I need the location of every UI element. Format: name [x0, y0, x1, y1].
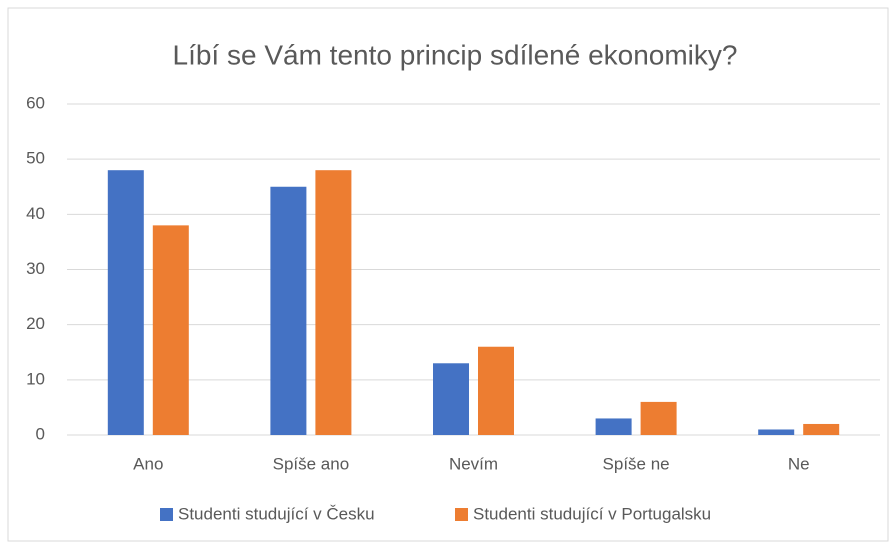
- legend-label: Studenti studující v Portugalsku: [473, 504, 711, 523]
- legend-swatch: [160, 508, 173, 521]
- y-tick-label: 0: [36, 424, 45, 443]
- y-tick-label: 60: [26, 93, 45, 112]
- x-tick-label: Spíše ne: [603, 454, 670, 473]
- x-tick-label: Ano: [133, 454, 163, 473]
- y-tick-label: 20: [26, 314, 45, 333]
- bar: [270, 186, 307, 435]
- y-tick-label: 30: [26, 259, 45, 278]
- y-tick-label: 10: [26, 369, 45, 388]
- legend-label: Studenti studující v Česku: [178, 504, 375, 523]
- chart-title: Líbí se Vám tento princip sdílené ekonom…: [173, 39, 738, 70]
- x-tick-label: Ne: [788, 454, 810, 473]
- bar: [152, 225, 189, 435]
- bar: [433, 363, 469, 435]
- bar: [803, 423, 840, 435]
- legend-swatch: [455, 508, 468, 521]
- bar: [107, 170, 144, 435]
- bar: [758, 429, 795, 435]
- y-tick-label: 40: [26, 204, 45, 223]
- x-tick-label: Nevím: [449, 454, 498, 473]
- bar: [478, 346, 514, 435]
- bar: [315, 170, 352, 435]
- y-tick-label: 50: [26, 149, 45, 168]
- bar: [595, 418, 632, 435]
- bar: [640, 401, 677, 435]
- x-tick-label: Spíše ano: [273, 454, 350, 473]
